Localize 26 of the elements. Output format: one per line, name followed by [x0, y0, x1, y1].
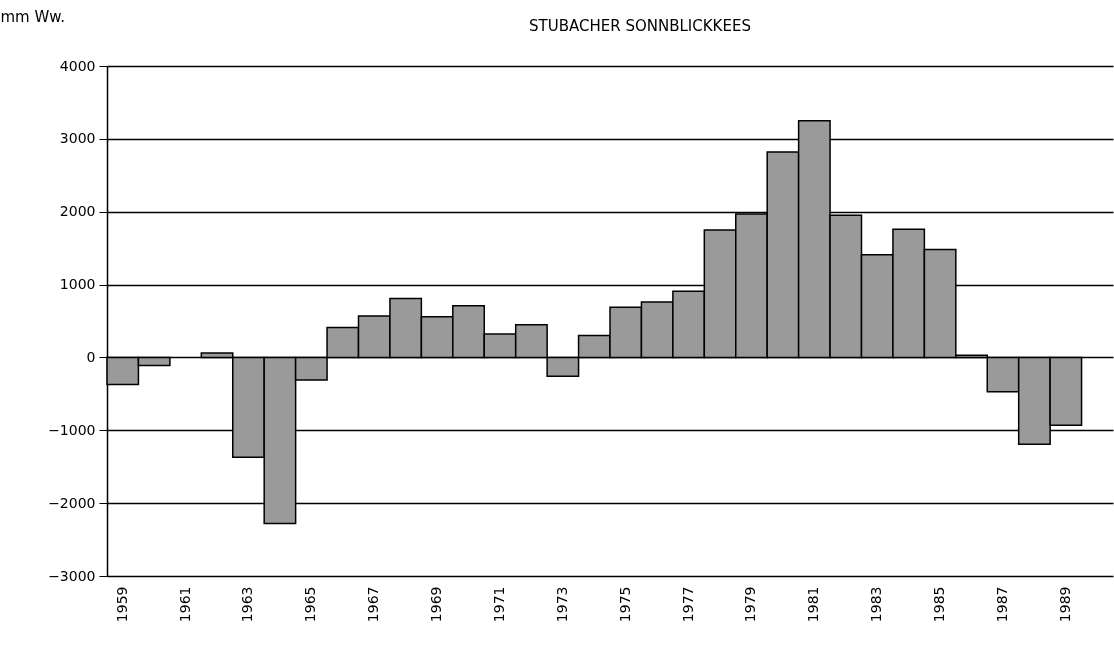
- y-tick-label: −1000: [48, 421, 96, 438]
- y-tick-label: 1000: [59, 276, 96, 293]
- x-tick-label: 1959: [113, 586, 130, 623]
- x-tick-label: 1975: [616, 586, 633, 623]
- y-tick-label: 4000: [59, 57, 96, 74]
- x-tick-label: 1971: [490, 586, 507, 623]
- y-tick-label: 3000: [59, 130, 96, 147]
- x-tick-label: 1977: [679, 586, 696, 623]
- x-tick-label: 1961: [176, 586, 193, 623]
- x-tick-label: 1985: [931, 586, 948, 623]
- x-tick-label: 1989: [1056, 586, 1073, 623]
- y-tick-label: 2000: [59, 203, 96, 220]
- x-tick-label: 1983: [868, 586, 885, 623]
- x-tick-label: 1965: [302, 586, 319, 623]
- x-tick-label: 1979: [742, 586, 759, 623]
- y-tick-label: −3000: [48, 567, 96, 584]
- chart-title: STUBACHER SONNBLICKKEES: [529, 17, 751, 35]
- x-tick-label: 1969: [428, 586, 445, 623]
- x-tick-label: 1967: [365, 586, 382, 623]
- y-axis-title: mm Ww.: [0, 7, 65, 26]
- y-tick-label: −2000: [48, 494, 96, 511]
- x-tick-label: 1981: [805, 586, 822, 623]
- x-tick-label: 1973: [553, 586, 570, 623]
- x-tick-label: 1963: [239, 586, 256, 623]
- y-tick-label: 0: [86, 348, 96, 365]
- x-tick-label: 1987: [993, 586, 1010, 623]
